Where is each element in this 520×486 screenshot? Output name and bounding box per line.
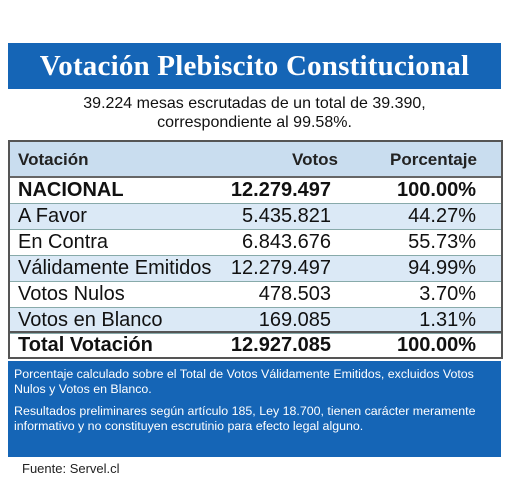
table-row-nacional: NACIONAL 12.279.497 100.00% [10,178,501,204]
table-header: Votación Votos Porcentaje [10,142,501,178]
row-votes: 169.085 [258,309,331,331]
row-votes: 5.435.821 [242,205,331,227]
subtitle: 39.224 mesas escrutadas de un total de 3… [8,94,501,132]
row-percent: 3.70% [419,283,476,305]
row-label: NACIONAL [18,179,124,201]
table-row-validamente-emitidos: Válidamente Emitidos 12.279.497 94.99% [10,256,501,282]
header-porcentaje: Porcentaje [390,150,477,169]
row-votes: 12.279.497 [230,179,331,201]
row-percent: 100.00% [397,334,476,356]
row-percent: 94.99% [408,257,476,279]
row-label: Total Votación [18,334,153,356]
row-percent: 55.73% [408,231,476,253]
notes-box: Porcentaje calculado sobre el Total de V… [8,361,501,457]
results-table: Votación Votos Porcentaje NACIONAL 12.27… [8,140,503,359]
subtitle-line-2: correspondiente al 99.58%. [157,114,352,131]
row-votes: 478.503 [258,283,331,305]
row-votes: 6.843.676 [242,231,331,253]
header-votacion: Votación [18,150,89,169]
source-credit: Fuente: Servel.cl [22,461,120,476]
header-votos: Votos [292,150,338,169]
table-row-votos-en-blanco: Votos en Blanco 169.085 1.31% [10,308,501,334]
row-label: A Favor [18,205,87,227]
row-percent: 44.27% [408,205,476,227]
row-votes: 12.927.085 [230,334,331,356]
row-percent: 100.00% [397,179,476,201]
table-row-total-votacion: Total Votación 12.927.085 100.00% [10,331,501,357]
row-label: Votos en Blanco [18,309,163,331]
table-row-votos-nulos: Votos Nulos 478.503 3.70% [10,282,501,308]
row-label: Votos Nulos [18,283,125,305]
page-title: Votación Plebiscito Constitucional 2023 [8,43,501,128]
table-row-en-contra: En Contra 6.843.676 55.73% [10,230,501,256]
row-percent: 1.31% [419,309,476,331]
table-row-a-favor: A Favor 5.435.821 44.27% [10,204,501,230]
subtitle-line-1: 39.224 mesas escrutadas de un total de 3… [83,95,426,112]
note-preliminary: Resultados preliminares según artículo 1… [14,404,476,433]
note-percentage: Porcentaje calculado sobre el Total de V… [14,367,474,396]
row-votes: 12.279.497 [230,257,331,279]
row-label: Válidamente Emitidos [18,257,212,279]
row-label: En Contra [18,231,109,253]
